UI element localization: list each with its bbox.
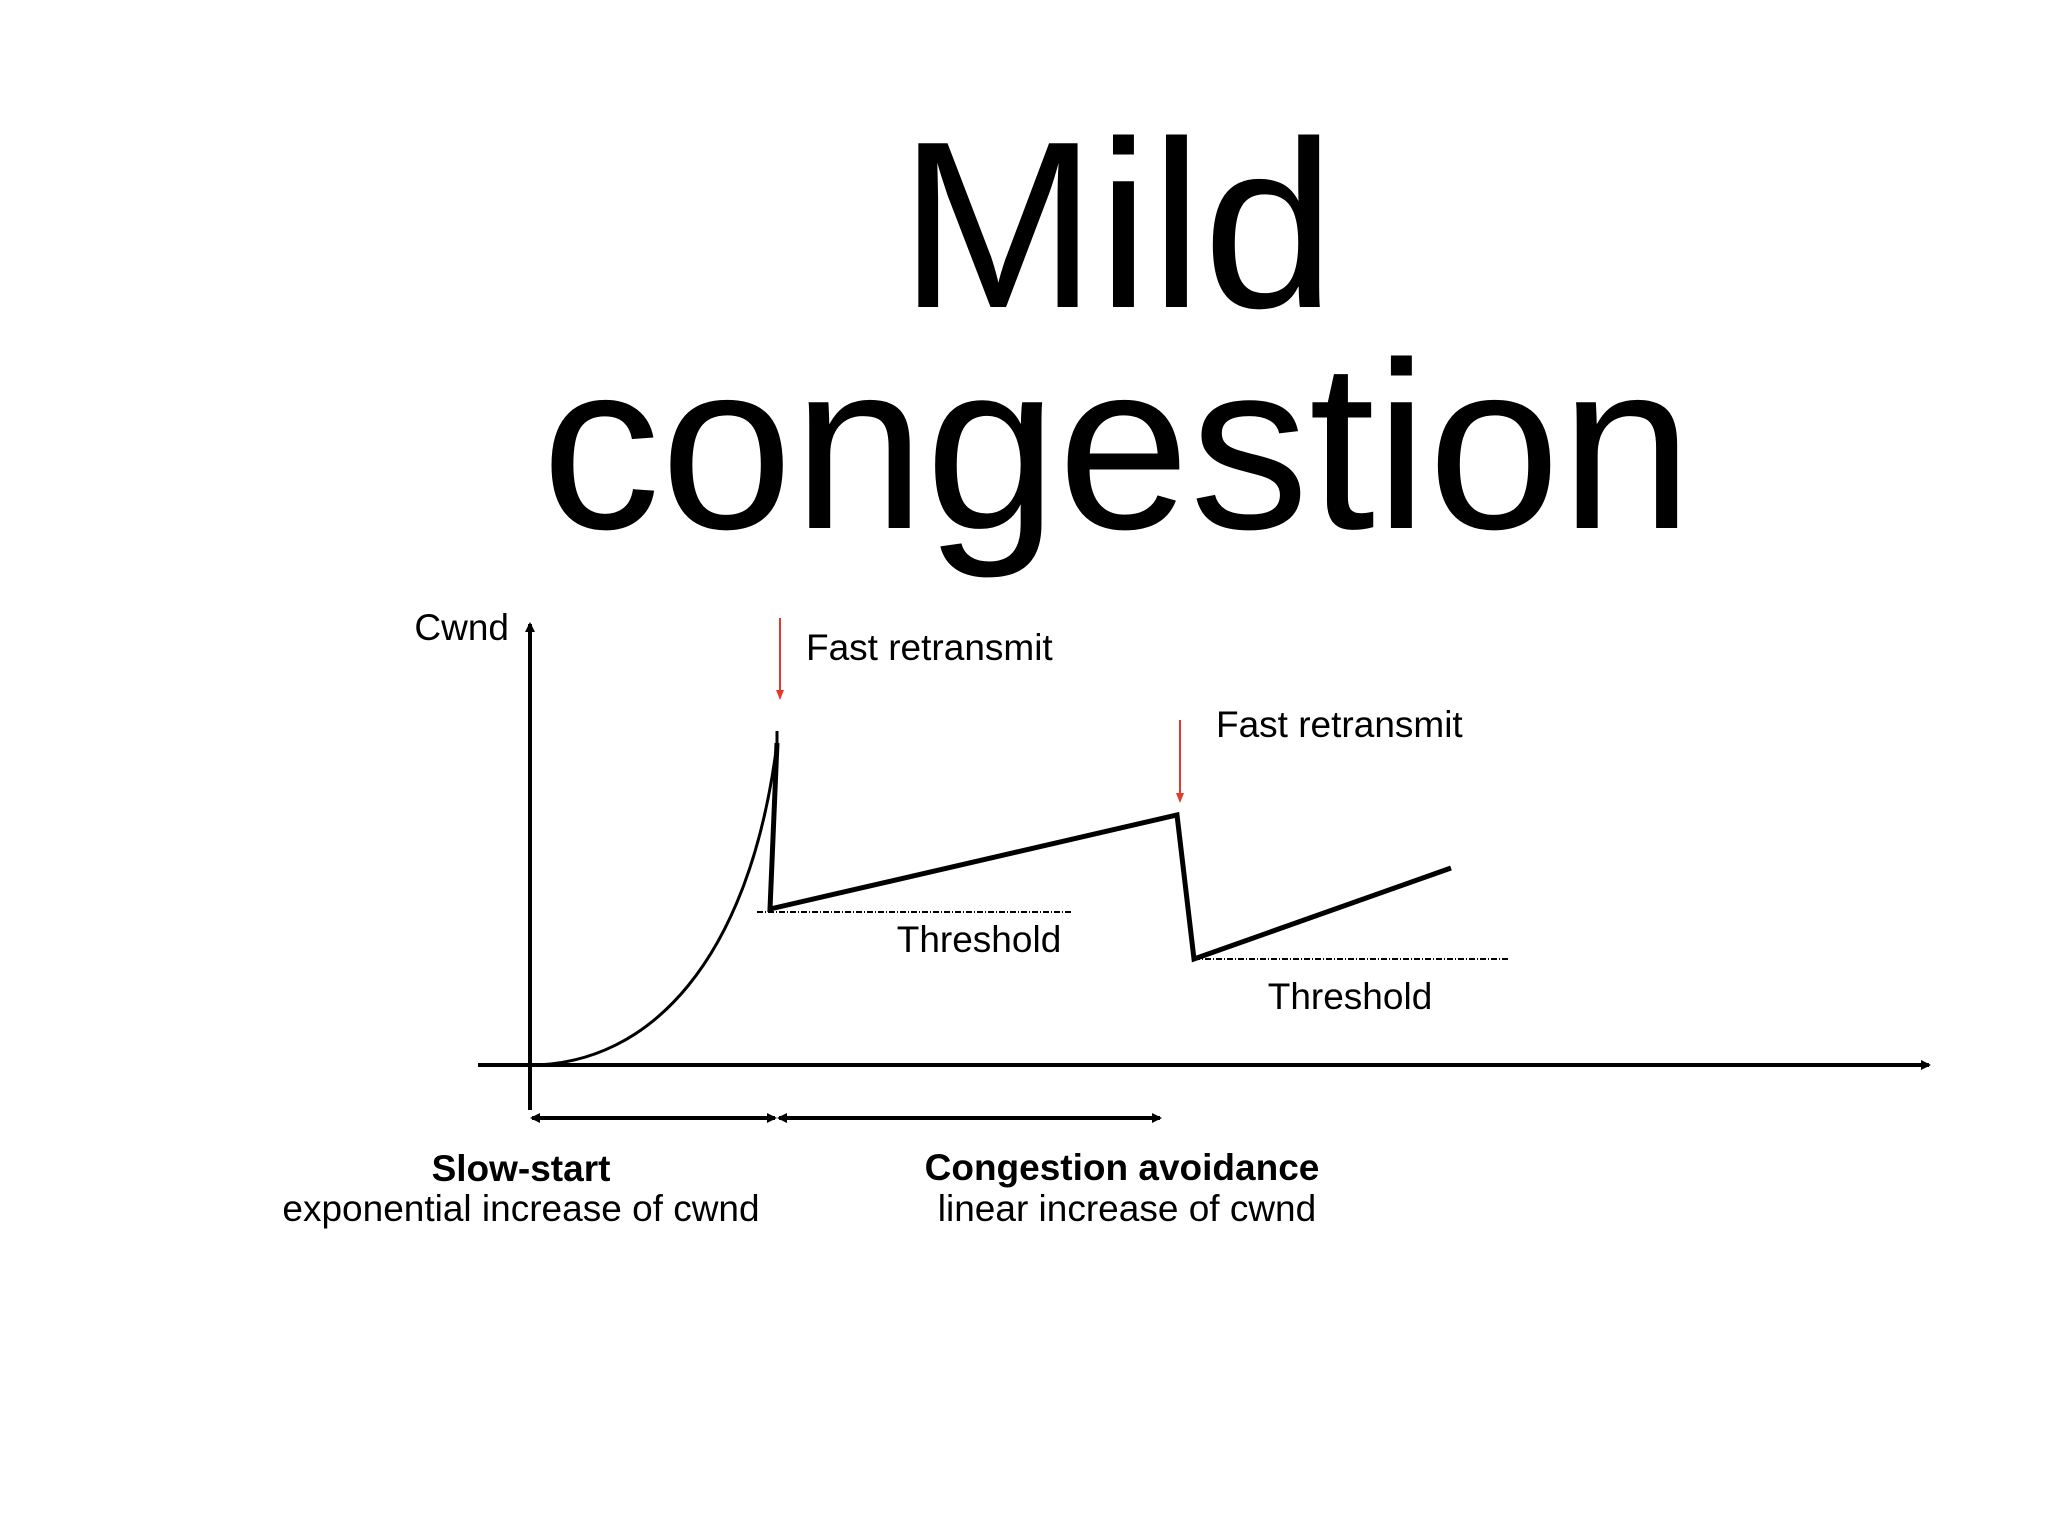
y-axis-label: Cwnd <box>414 607 509 648</box>
threshold-label: Threshold <box>1268 976 1433 1017</box>
annotation: Fast retransmit <box>1216 704 1463 745</box>
title-line: Mild <box>899 93 1335 358</box>
annotation: Fast retransmit <box>806 627 1053 668</box>
phase-description: linear increase of cwnd <box>938 1188 1316 1229</box>
phase-name: Slow-start <box>432 1148 611 1189</box>
phase-name: Congestion avoidance <box>925 1147 1320 1188</box>
threshold-label: Threshold <box>897 919 1062 960</box>
title-line: congestion <box>541 314 1692 579</box>
cwnd-line <box>767 742 1452 963</box>
slow-start-curve <box>529 742 779 1067</box>
phase-description: exponential increase of cwnd <box>282 1188 759 1229</box>
